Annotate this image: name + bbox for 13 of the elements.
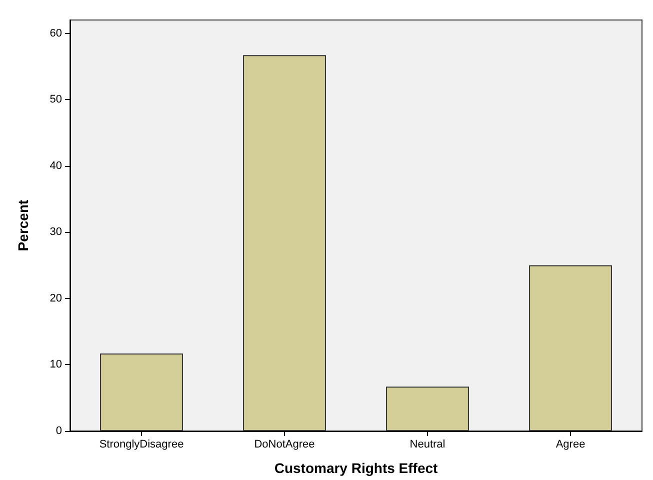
- x-axis-title: Customary Rights Effect: [274, 460, 438, 476]
- y-tick-label: 20: [50, 292, 62, 304]
- y-tick-label: 0: [56, 425, 62, 437]
- y-tick-label: 60: [50, 27, 62, 40]
- y-tick-label: 40: [50, 160, 62, 172]
- y-tick-label: 50: [50, 94, 62, 106]
- x-tick-label: Neutral: [410, 438, 446, 450]
- x-tick-label: Agree: [556, 438, 586, 450]
- y-axis-title: Percent: [15, 199, 31, 252]
- x-tick-label: DoNotAgree: [254, 438, 315, 450]
- x-tick-label: StronglyDisagree: [99, 438, 184, 450]
- y-tick-label: 30: [50, 226, 62, 238]
- y-tick-label: 10: [50, 358, 62, 371]
